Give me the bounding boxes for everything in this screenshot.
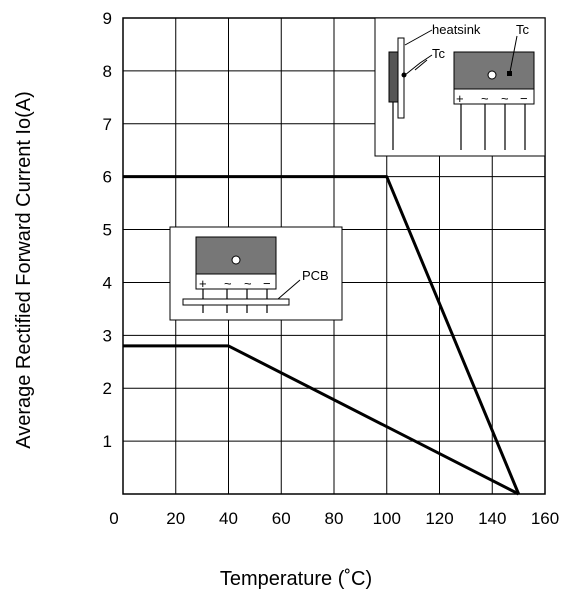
x-tick-label: 20: [166, 509, 185, 528]
pin-mark-ac2: ~: [501, 91, 509, 106]
pcb-inset: + ~ ~ − PCB: [169, 226, 343, 321]
y-tick-label: 4: [103, 273, 112, 292]
y-tick-label: 2: [103, 379, 112, 398]
x-tick-label: 140: [478, 509, 506, 528]
series-line-1: [123, 175, 521, 495]
x-tick-label: 60: [272, 509, 291, 528]
front-package: [453, 51, 535, 90]
x-tick-label: 160: [531, 509, 559, 528]
x-tick-label: 0: [109, 509, 118, 528]
pcb-pin-mark-minus: −: [263, 276, 271, 291]
pin-mark-plus: +: [456, 91, 464, 106]
x-tick-labels: 0 20 40 60 80 100 120 140 160: [109, 509, 559, 528]
x-axis-label: Temperature (˚C): [220, 568, 372, 590]
pcb-pin-mark-plus: +: [199, 276, 207, 291]
pin-mark-minus: −: [520, 91, 528, 106]
y-tick-label: 3: [103, 326, 112, 345]
tc-label-front: Tc: [516, 22, 530, 37]
y-tick-label: 8: [103, 62, 112, 81]
pcb-pin-mark-ac2: ~: [244, 276, 252, 291]
pcb-pin-mark-ac1: ~: [224, 276, 232, 291]
side-package: [388, 51, 399, 103]
y-axis-label: Average Rectified Forward Current Io(A): [13, 91, 35, 449]
x-tick-label: 40: [219, 509, 238, 528]
series-line-2: [123, 344, 520, 496]
y-tick-label: 5: [103, 221, 112, 240]
x-tick-label: 120: [425, 509, 453, 528]
y-tick-label: 9: [103, 9, 112, 28]
x-tick-label: 100: [373, 509, 401, 528]
tc-label-side: Tc: [432, 46, 446, 61]
pcb-label: PCB: [302, 268, 329, 283]
plot-frame: [122, 17, 546, 495]
y-tick-label: 6: [103, 168, 112, 187]
pcb-board: [182, 298, 290, 306]
series-layer: [123, 175, 521, 496]
pin-mark-ac1: ~: [481, 91, 489, 106]
y-tick-label: 1: [103, 432, 112, 451]
y-tick-labels: 1 2 3 4 5 6 7 8 9: [103, 9, 112, 451]
heatsink-inset: heatsink Tc Tc + ~ ~ −: [374, 17, 546, 157]
x-tick-label: 80: [325, 509, 344, 528]
heatsink-label: heatsink: [432, 22, 481, 37]
heatsink-plate: [397, 37, 405, 119]
y-tick-label: 7: [103, 115, 112, 134]
